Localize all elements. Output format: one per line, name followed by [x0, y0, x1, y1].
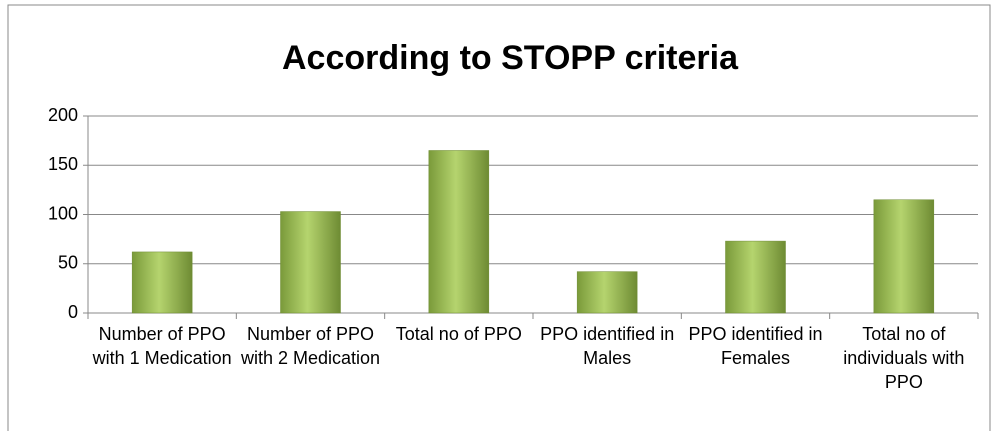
y-tick-label: 150 [48, 154, 78, 174]
bar [725, 240, 786, 314]
y-tick-label: 200 [48, 105, 78, 125]
x-tick-label: Total no of PPO [395, 324, 522, 344]
y-tick-label: 100 [48, 203, 78, 223]
x-tick-label: Number of PPO with 1 Medication [92, 324, 232, 368]
bar [576, 271, 638, 314]
bar [428, 150, 490, 314]
chart-title: According to STOPP criteria [282, 39, 739, 77]
bar [280, 211, 341, 314]
x-tick-label: Number of PPO with 2 Medication [240, 324, 381, 368]
chart-border [7, 4, 991, 431]
y-tick-label: 0 [68, 302, 78, 322]
x-tick-label: PPO identified in Females [688, 324, 823, 368]
bar [131, 251, 193, 314]
x-tick-label: Total no of individuals with PPO [843, 324, 965, 392]
x-tick-label: PPO identified in Males [540, 324, 675, 368]
bar [873, 199, 935, 314]
y-tick-label: 50 [58, 253, 78, 273]
